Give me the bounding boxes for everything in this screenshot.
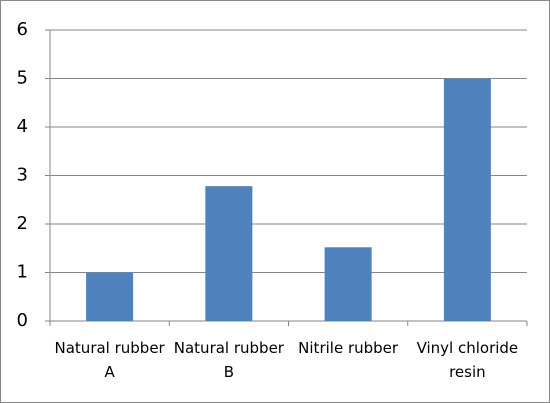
y-tick-label: 0 [17,310,28,331]
x-tick-label: Natural rubber B [173,339,284,381]
y-tick-label: 6 [17,19,28,40]
y-tick-label: 1 [17,262,28,283]
bar [205,186,253,321]
bar [324,247,372,321]
x-tick-label: Natural rubber A [54,339,165,381]
y-tick-label: 5 [17,68,28,89]
y-tick-label: 4 [17,116,28,137]
bar [86,272,134,321]
bar [443,78,491,321]
x-tick-label: Nitrile rubber [298,339,399,357]
y-tick-label: 3 [17,165,28,186]
y-tick-label: 2 [17,213,28,234]
x-tick-label: Vinyl chloride resin [416,339,519,381]
